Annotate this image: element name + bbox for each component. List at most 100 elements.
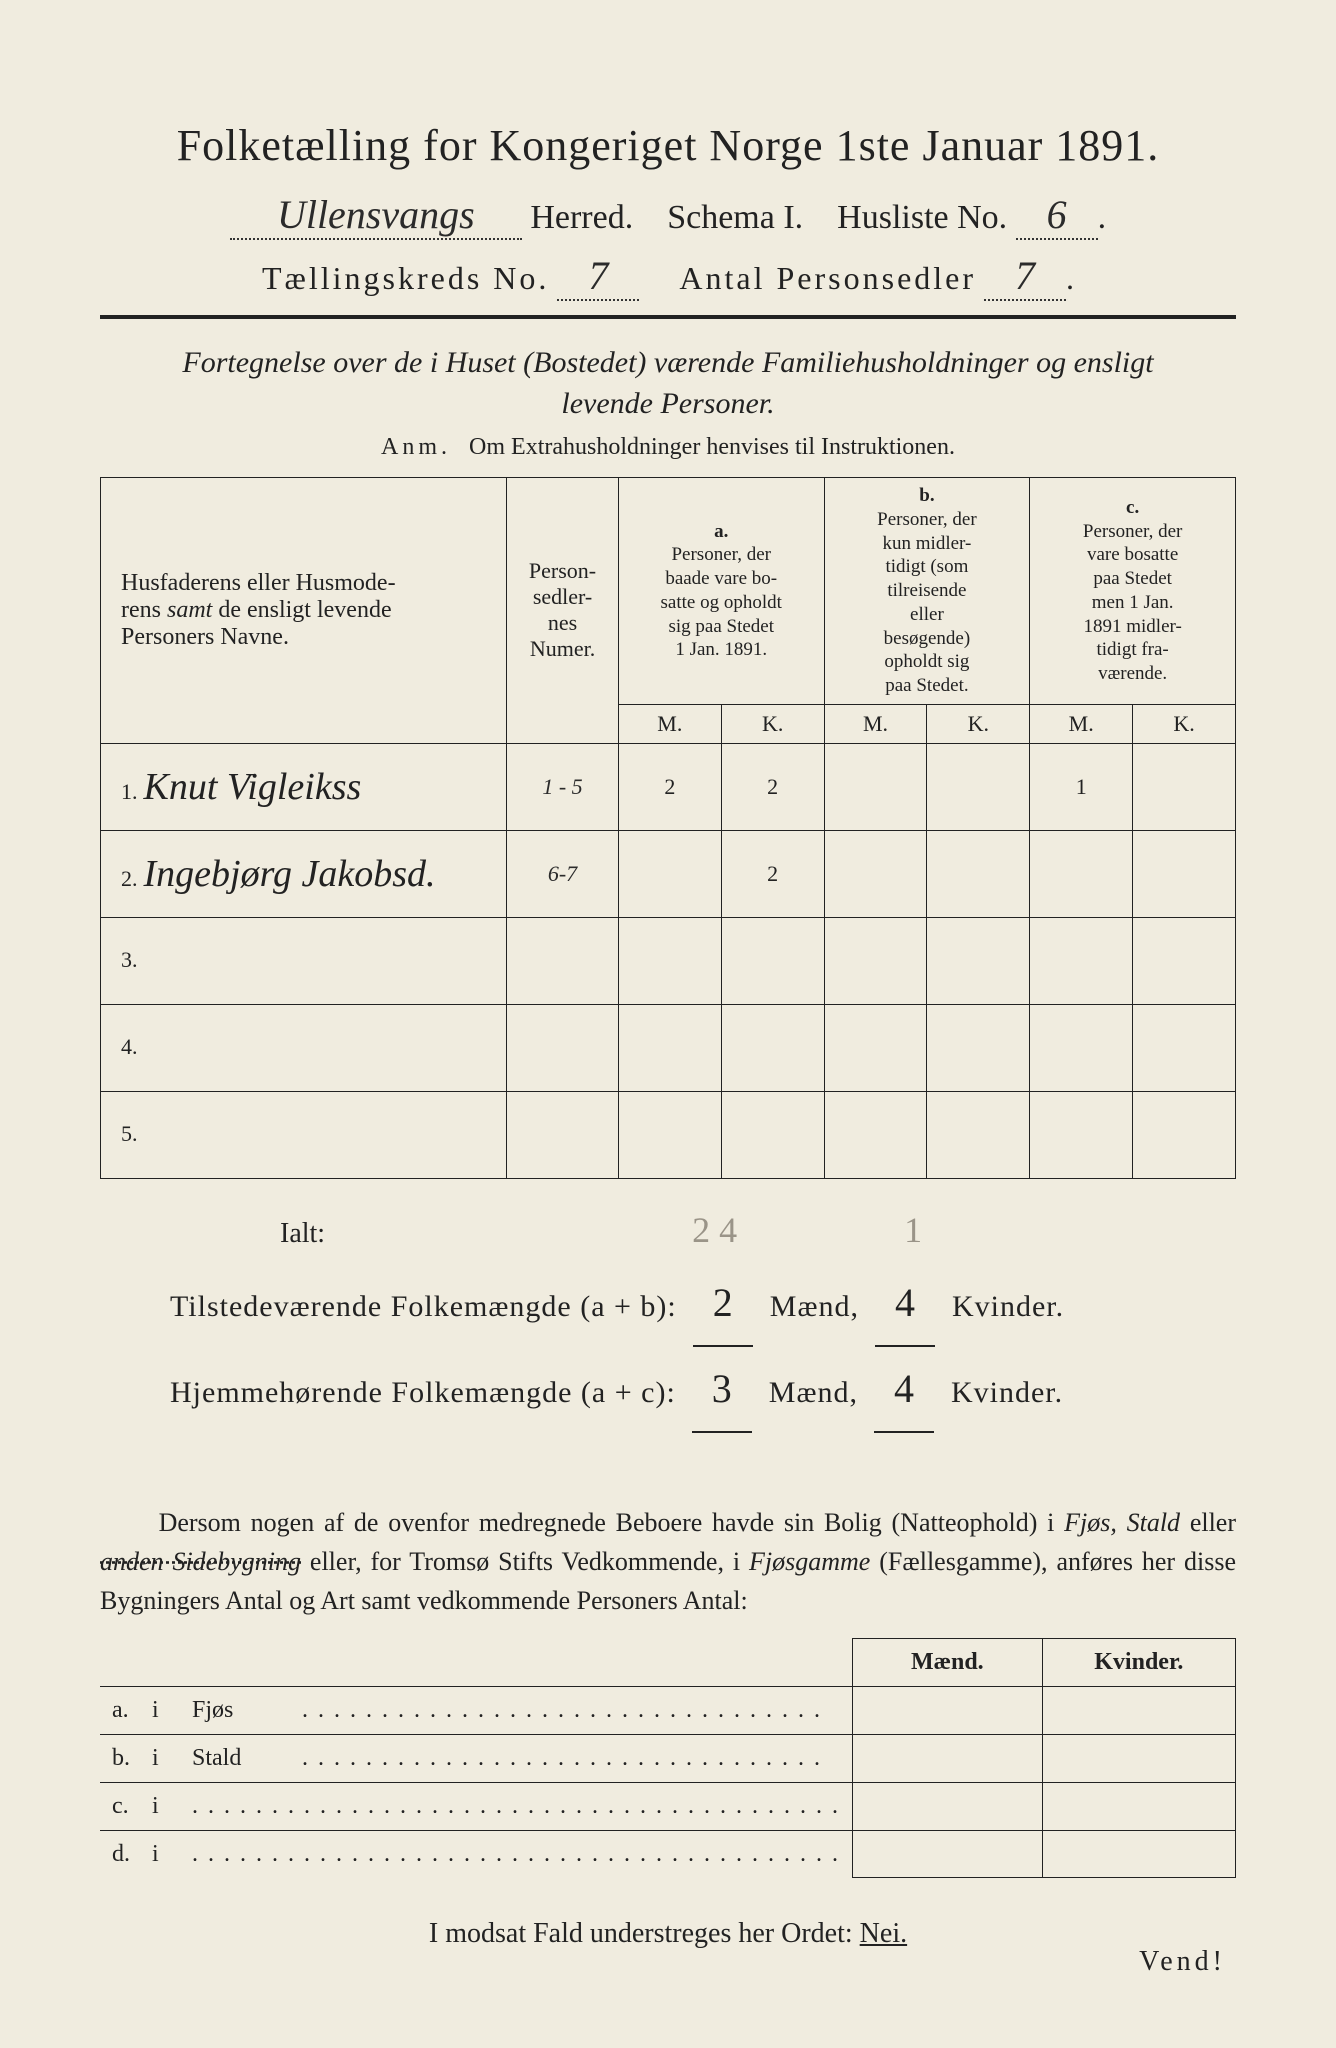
subtitle-line1: Fortegnelse over de i Huset (Bostedet) v… bbox=[182, 346, 1153, 379]
divider-rule bbox=[100, 315, 1236, 319]
footer-text: I modsat Fald understreges her Ordet: bbox=[429, 1918, 860, 1949]
totals1-m: 2 bbox=[693, 1261, 753, 1347]
table-row: 5. bbox=[101, 1091, 1236, 1178]
lower-row: b. i Stald . . . . . . . . . . . . . . .… bbox=[100, 1734, 1236, 1782]
instruction-paragraph: Dersom nogen af de ovenfor medregnede Be… bbox=[100, 1503, 1236, 1620]
row-num: 2. bbox=[121, 866, 138, 891]
kvinder-label: Kvinder. bbox=[952, 1290, 1064, 1323]
table-row: 3. bbox=[101, 917, 1236, 1004]
totals2-m: 3 bbox=[692, 1347, 752, 1433]
main-table: Husfaderens eller Husmode-rens samt de e… bbox=[100, 477, 1236, 1179]
husliste-no: 6 bbox=[1016, 191, 1098, 240]
para-fjos: Fjøs, Stald bbox=[1064, 1508, 1180, 1537]
lr-i: i bbox=[152, 1841, 192, 1868]
table-row: 4. bbox=[101, 1004, 1236, 1091]
col-name-header: Husfaderens eller Husmode-rens samt de e… bbox=[101, 478, 507, 744]
lr-letter: c. bbox=[112, 1793, 152, 1820]
lr-i: i bbox=[152, 1793, 192, 1820]
a-m: M. bbox=[618, 704, 721, 743]
b-m: M. bbox=[824, 704, 927, 743]
c-label: c. bbox=[1126, 497, 1139, 518]
footer-nei: Nei. bbox=[860, 1918, 907, 1949]
cell-a-k: 2 bbox=[721, 743, 824, 830]
row-num: 4. bbox=[121, 1034, 138, 1059]
lower-maend: Mænd. bbox=[853, 1638, 1043, 1686]
row-num: 1. bbox=[121, 779, 138, 804]
lr-label: Stald bbox=[192, 1745, 302, 1772]
col-c-header: c. Personer, dervare bosattepaa Stedetme… bbox=[1030, 478, 1236, 705]
anm-label: Anm. bbox=[381, 434, 451, 460]
para-t2: eller, for Tromsø Stifts Vedkommende, i bbox=[301, 1547, 749, 1576]
cell-a-m: 2 bbox=[618, 743, 721, 830]
lower-kvinder: Kvinder. bbox=[1042, 1638, 1235, 1686]
pencil-totals-c: 1 bbox=[904, 1210, 922, 1250]
subtitle: Fortegnelse over de i Huset (Bostedet) v… bbox=[100, 343, 1236, 424]
lr-i: i bbox=[152, 1745, 192, 1772]
row-name: Knut Vigleikss bbox=[144, 766, 362, 808]
totals1-label: Tilstedeværende Folkemængde (a + b): bbox=[170, 1290, 677, 1323]
totals-line-1: Tilstedeværende Folkemængde (a + b): 2 M… bbox=[170, 1261, 1236, 1347]
personsedler-label: Antal Personsedler bbox=[679, 260, 976, 296]
kvinder-label2: Kvinder. bbox=[951, 1376, 1063, 1409]
anm-line: Anm. Om Extrahusholdninger henvises til … bbox=[100, 434, 1236, 461]
cell-b-m bbox=[824, 830, 927, 917]
pencil-totals-a: 2 4 bbox=[692, 1210, 737, 1250]
schema-label: Schema I. bbox=[667, 199, 803, 236]
husliste-label: Husliste No. bbox=[837, 199, 1007, 236]
lr-letter: d. bbox=[112, 1841, 152, 1868]
cell-a-m bbox=[618, 830, 721, 917]
row-name: Ingebjørg Jakobsd. bbox=[144, 853, 436, 895]
b-k: K. bbox=[927, 704, 1030, 743]
col-a-header: a. Personer, derbaade vare bo-satte og o… bbox=[618, 478, 824, 705]
vend-label: Vend! bbox=[1139, 1946, 1226, 1978]
maend-label2: Mænd, bbox=[769, 1376, 858, 1409]
totals2-label: Hjemmehørende Folkemængde (a + c): bbox=[170, 1376, 676, 1409]
lr-letter: b. bbox=[112, 1745, 152, 1772]
table-row: 1. Knut Vigleikss 1 - 5 2 2 1 bbox=[101, 743, 1236, 830]
para-t1: Dersom nogen af de ovenfor medregnede Be… bbox=[159, 1508, 1065, 1537]
herred-label: Herred. bbox=[530, 199, 633, 236]
totals2-k: 4 bbox=[874, 1347, 934, 1433]
personsedler-no: 7 bbox=[984, 252, 1066, 301]
row-sedler: 1 - 5 bbox=[507, 743, 619, 830]
cell-c-m bbox=[1030, 830, 1133, 917]
para-eller: eller bbox=[1180, 1508, 1236, 1537]
lower-row: d. i . . . . . . . . . . . . . . . . . .… bbox=[100, 1830, 1236, 1878]
totals-block: Tilstedeværende Folkemængde (a + b): 2 M… bbox=[170, 1261, 1236, 1433]
header-row-2: Ullensvangs Herred. Schema I. Husliste N… bbox=[100, 191, 1236, 240]
cell-b-k bbox=[927, 743, 1030, 830]
b-label: b. bbox=[919, 485, 934, 506]
para-anden: anden Sidebygning bbox=[100, 1547, 301, 1576]
totals1-k: 4 bbox=[875, 1261, 935, 1347]
page-title: Folketælling for Kongeriget Norge 1ste J… bbox=[100, 120, 1236, 171]
cell-a-k: 2 bbox=[721, 830, 824, 917]
row-num: 3. bbox=[121, 947, 138, 972]
para-fjosgamme: Fjøsgamme bbox=[749, 1547, 870, 1576]
footer-line: I modsat Fald understreges her Ordet: Ne… bbox=[100, 1918, 1236, 1950]
census-form-page: Folketælling for Kongeriget Norge 1ste J… bbox=[0, 0, 1336, 2048]
c-m: M. bbox=[1030, 704, 1133, 743]
ialt-label: Ialt: bbox=[280, 1218, 325, 1249]
lower-table: Mænd. Kvinder. a. i Fjøs . . . . . . . .… bbox=[100, 1638, 1236, 1879]
cell-b-m bbox=[824, 743, 927, 830]
header-row-3: Tællingskreds No. 7 Antal Personsedler 7… bbox=[100, 252, 1236, 301]
lr-label: Fjøs bbox=[192, 1697, 302, 1724]
ialt-row: Ialt: 2 4 1 bbox=[280, 1209, 1236, 1251]
cell-c-m: 1 bbox=[1030, 743, 1133, 830]
lr-letter: a. bbox=[112, 1697, 152, 1724]
totals-line-2: Hjemmehørende Folkemængde (a + c): 3 Mæn… bbox=[170, 1347, 1236, 1433]
col-sedler-header: Person-sedler-nesNumer. bbox=[507, 478, 619, 744]
lr-i: i bbox=[152, 1697, 192, 1724]
lower-row: a. i Fjøs . . . . . . . . . . . . . . . … bbox=[100, 1686, 1236, 1734]
anm-text: Om Extrahusholdninger henvises til Instr… bbox=[469, 434, 955, 460]
subtitle-line2: levende Personer. bbox=[561, 387, 774, 420]
cell-c-k bbox=[1133, 743, 1236, 830]
a-k: K. bbox=[721, 704, 824, 743]
kreds-label: Tællingskreds No. bbox=[262, 260, 549, 296]
table-row: 2. Ingebjørg Jakobsd. 6-7 2 bbox=[101, 830, 1236, 917]
maend-label: Mænd, bbox=[770, 1290, 859, 1323]
kreds-no: 7 bbox=[557, 252, 639, 301]
lower-row: c. i . . . . . . . . . . . . . . . . . .… bbox=[100, 1782, 1236, 1830]
row-num: 5. bbox=[121, 1121, 138, 1146]
cell-c-k bbox=[1133, 830, 1236, 917]
